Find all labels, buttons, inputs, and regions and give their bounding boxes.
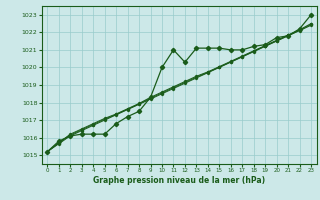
X-axis label: Graphe pression niveau de la mer (hPa): Graphe pression niveau de la mer (hPa) [93, 176, 265, 185]
